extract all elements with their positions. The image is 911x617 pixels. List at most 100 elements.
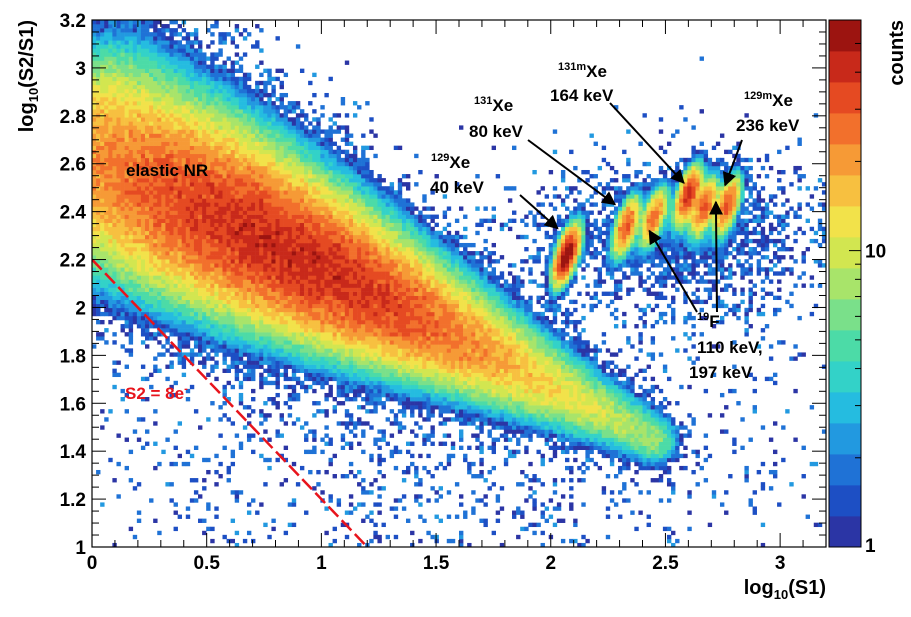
heatmap-cell xyxy=(255,275,260,280)
heatmap-cell xyxy=(173,76,178,82)
heatmap-cell xyxy=(263,230,268,236)
heatmap-cell xyxy=(324,433,329,438)
heatmap-cell xyxy=(295,279,301,284)
heatmap-cell xyxy=(140,295,146,301)
heatmap-cell xyxy=(263,206,268,211)
heatmap-cell xyxy=(120,194,125,199)
heatmap-cell xyxy=(275,356,280,361)
heatmap-cell xyxy=(287,356,293,361)
heatmap-cell xyxy=(169,101,174,106)
heatmap-cell xyxy=(299,255,305,260)
heatmap-cell xyxy=(92,210,97,215)
heatmap-cell xyxy=(124,271,129,276)
heatmap-cell xyxy=(149,178,154,183)
heatmap-cell xyxy=(149,80,154,86)
heatmap-cell xyxy=(238,360,244,365)
heatmap-cell xyxy=(328,251,333,256)
heatmap-cell xyxy=(104,311,109,317)
heatmap-cell xyxy=(193,490,199,495)
heatmap-cell xyxy=(251,360,256,365)
heatmap-cell xyxy=(202,478,207,483)
heatmap-cell xyxy=(234,255,240,260)
heatmap-cell xyxy=(198,145,203,151)
heatmap-cell xyxy=(214,287,219,292)
heatmap-cell xyxy=(320,315,325,321)
heatmap-cell xyxy=(308,384,313,390)
heatmap-cell xyxy=(271,105,276,110)
heatmap-cell xyxy=(234,311,240,317)
heatmap-cell xyxy=(222,40,227,45)
heatmap-cell xyxy=(344,413,350,418)
heatmap-cell xyxy=(230,461,236,467)
heatmap-cell xyxy=(193,28,199,33)
heatmap-cell xyxy=(218,222,223,228)
heatmap-cell xyxy=(189,328,195,333)
heatmap-cell xyxy=(124,186,129,191)
heatmap-cell xyxy=(104,299,109,305)
heatmap-cell xyxy=(140,76,146,82)
heatmap-cell xyxy=(299,299,305,305)
heatmap-cell xyxy=(304,307,309,313)
heatmap-cell xyxy=(185,315,191,321)
heatmap-cell xyxy=(344,153,350,159)
heatmap-cell xyxy=(275,68,280,73)
heatmap-cell xyxy=(263,340,268,345)
heatmap-cell xyxy=(340,299,346,305)
heatmap-cell xyxy=(312,328,317,333)
heatmap-cell xyxy=(263,157,268,163)
heatmap-cell xyxy=(149,60,154,65)
heatmap-cell xyxy=(287,502,293,507)
heatmap-cell xyxy=(161,230,166,236)
heatmap-cell xyxy=(128,283,134,288)
heatmap-cell xyxy=(108,214,113,219)
heatmap-cell xyxy=(210,222,215,228)
heatmap-cell xyxy=(96,283,101,288)
heatmap-cell xyxy=(238,174,244,179)
heatmap-cell xyxy=(259,307,264,313)
heatmap-cell xyxy=(185,72,191,78)
heatmap-cell xyxy=(145,64,150,69)
heatmap-cell xyxy=(128,478,134,483)
heatmap-cell xyxy=(189,145,195,151)
heatmap-cell xyxy=(128,271,134,276)
heatmap-cell xyxy=(153,332,158,337)
heatmap-cell xyxy=(267,311,272,317)
heatmap-cell xyxy=(140,169,146,175)
heatmap-cell xyxy=(222,348,227,353)
heatmap-cell xyxy=(320,364,325,369)
heatmap-cell xyxy=(169,324,174,329)
heatmap-cell xyxy=(92,44,97,49)
heatmap-cell xyxy=(299,340,305,345)
heatmap-cell xyxy=(100,186,105,191)
heatmap-cell xyxy=(304,234,309,240)
heatmap-cell xyxy=(304,210,309,215)
heatmap-cell xyxy=(316,469,321,475)
heatmap-cell xyxy=(128,324,134,329)
heatmap-cell xyxy=(255,344,260,349)
heatmap-cell xyxy=(193,214,199,219)
heatmap-cell xyxy=(104,275,109,280)
heatmap-cell xyxy=(259,182,264,187)
heatmap-cell xyxy=(328,230,333,236)
heatmap-cell xyxy=(173,255,178,260)
heatmap-cell xyxy=(218,125,223,130)
heatmap-cell xyxy=(157,287,162,292)
heatmap-cell xyxy=(108,279,113,284)
heatmap-cell xyxy=(287,360,293,365)
heatmap-cell xyxy=(271,117,276,122)
heatmap-cell xyxy=(165,226,170,232)
heatmap-cell xyxy=(145,129,150,134)
heatmap-cell xyxy=(263,413,268,418)
heatmap-cell xyxy=(104,121,109,126)
heatmap-cell xyxy=(299,125,305,130)
heatmap-cell xyxy=(157,214,162,219)
heatmap-cell xyxy=(153,255,158,260)
heatmap-cell xyxy=(226,161,231,167)
heatmap-cell xyxy=(320,295,325,301)
heatmap-cell xyxy=(283,165,289,171)
heatmap-cell xyxy=(328,291,333,296)
heatmap-cell xyxy=(189,242,195,248)
heatmap-cell xyxy=(92,88,97,94)
heatmap-cell xyxy=(149,161,154,167)
heatmap-cell xyxy=(304,226,309,232)
